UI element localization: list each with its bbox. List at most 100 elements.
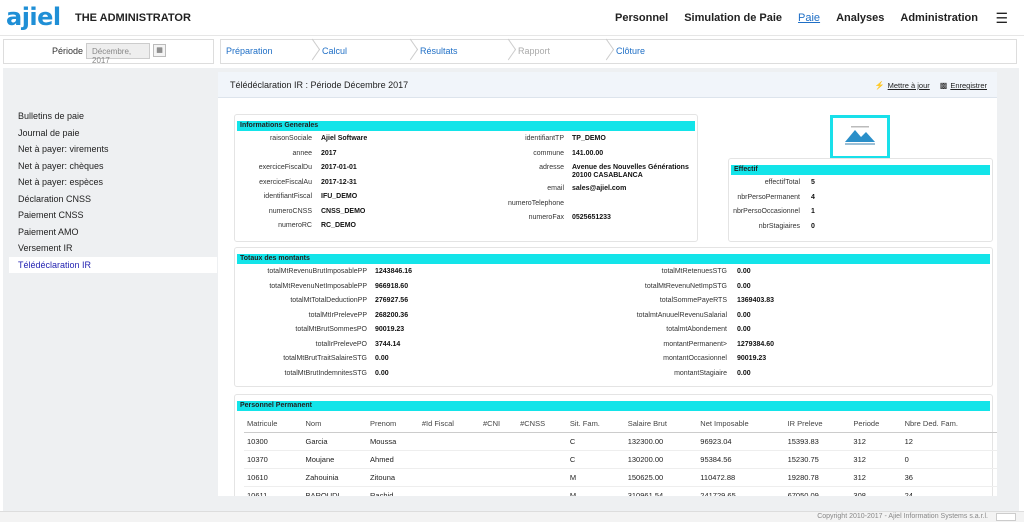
table-row[interactable]: 10300 Garcia Moussa C 132300.00 96923.04 15393… (244, 432, 997, 451)
content-header: Télédéclaration IR : Période Décembre 20… (218, 72, 997, 98)
field-label-nbrstagiaires: nbrStagiaires (758, 222, 800, 230)
sidebar-item-paiement-amo[interactable]: Paiement AMO (18, 226, 79, 237)
cell-prenom: Zitouna (367, 468, 419, 487)
field-value-commune: 141.00.00 (572, 149, 604, 157)
cell-sit-fam: M (566, 468, 625, 487)
field-value-nbrpersopermanent: 4 (811, 193, 815, 201)
sidebar-item-bulletins-de-paie[interactable]: Bulletins de paie (18, 111, 85, 121)
period-selector: Période Décembre, 2017 ▦ (3, 39, 214, 65)
workflow-steps: Préparation Calcul Résultats Rapport Clôture (220, 39, 1017, 64)
sidebar-item-journal-de-paie[interactable]: Journal de paie (18, 127, 80, 138)
column-header-periode: Periode (850, 413, 902, 433)
table-row[interactable]: 10611 BAROUDI Rachid M 310961.54 241729.65 670… (244, 486, 997, 496)
field-label-montantpermanent: montantPermanent> (663, 340, 727, 348)
field-label-totalmtretenuesstg: totalMtRetenuesSTG (661, 268, 727, 275)
save-link[interactable]: Enregistrer (950, 81, 987, 90)
cell-sit-fam: C (566, 432, 625, 451)
field-value-identifianttp: TP_DEMO (572, 135, 606, 142)
cell-net-imposable: 96923.04 (697, 432, 785, 451)
sidebar-item-versement-ir[interactable]: Versement IR (18, 243, 73, 253)
window-resize-handle[interactable] (996, 513, 1016, 521)
field-label-identifianttp: identifiantTP (525, 135, 564, 142)
save-action[interactable]: ▩ Enregistrer (940, 81, 987, 90)
period-label: Période (52, 46, 84, 56)
cell-matricule: 10611 (244, 486, 303, 496)
step-calcul[interactable]: Calcul (322, 46, 348, 56)
sidebar-item-net-a-payer-cheques[interactable]: Net à payer: chèques (18, 160, 104, 171)
field-label-totalmtrevenunetimpstg: totalMtRevenuNetImpSTG (644, 282, 727, 290)
cell-net-imposable: 95384.56 (697, 450, 785, 469)
column-header-prenom: Prenom (367, 413, 419, 433)
table-row[interactable]: 10370 Moujane Ahmed C 130200.00 95384.56 15230… (244, 450, 997, 469)
ajiel-logo[interactable]: ajiel (6, 3, 61, 31)
period-input[interactable]: Décembre, 2017 (86, 43, 150, 65)
hamburger-icon[interactable]: ☰ (995, 10, 1008, 26)
cell-nom: BAROUDI (302, 486, 368, 496)
sidebar-item-paiement-cnss[interactable]: Paiement CNSS (18, 210, 84, 220)
field-value-montantstagiaire: 0.00 (737, 369, 751, 377)
cell-id-fiscal (418, 450, 481, 469)
field-value-exercicefiscaldu: 2017-01-01 (321, 164, 357, 171)
field-value-totalmtirprelevepp: 268200.36 (375, 311, 409, 319)
calendar-icon[interactable]: ▦ (153, 44, 166, 57)
cell-periode: 312 (850, 450, 902, 469)
column-header-cnss: #CNSS (517, 413, 567, 433)
field-label-totalmtbrutindemnitesstg: totalMtBrutIndemnitesSTG (284, 369, 367, 377)
field-value-totalmtabondement: 0.00 (737, 326, 751, 333)
workforce-title: Effectif (731, 165, 990, 175)
step-cloture[interactable]: Clôture (616, 46, 646, 56)
permanent-staff-table: Matricule Nom Prenom #Id Fiscal #CNI #CNSS Sit… (244, 413, 997, 496)
step-preparation[interactable]: Préparation (226, 46, 273, 56)
content-actions: ⚡ Mettre à jour ▩ Enregistrer (875, 81, 987, 90)
cell-id-fiscal (418, 432, 481, 451)
cell-salaire-brut: 310961.54 (624, 486, 698, 496)
step-resultats[interactable]: Résultats (420, 46, 458, 56)
field-label-totalirprelevepo: totalIrPrelevePO (315, 340, 367, 348)
field-value-numerocnss: CNSS_DEMO (321, 207, 366, 215)
sidebar-item-teledeclaration-ir[interactable]: Télédéclaration IR (9, 256, 217, 273)
field-value-totalmtretenuesstg: 0.00 (737, 268, 751, 275)
nav-item-analyses[interactable]: Analyses (836, 12, 885, 24)
field-value-montantoccasionnel: 90019.23 (737, 355, 767, 362)
nav-item-administration[interactable]: Administration (900, 12, 978, 24)
mountain-logo-icon (841, 124, 879, 148)
footer: Copyright 2010-2017 - Ajiel Information … (0, 511, 1024, 522)
sidebar-item-net-a-payer-virements[interactable]: Net à payer: virements (18, 144, 109, 154)
cell-ir-preleve: 19280.78 (784, 468, 851, 487)
cell-nom: Zahouinia (302, 468, 368, 487)
field-label-totalmtanuuelrevenusalarial: totalmtAnuuelRevenuSalarial (636, 311, 727, 319)
column-header-nom: Nom (302, 413, 368, 433)
field-value-totalmtbrutindemnitesstg: 0.00 (375, 369, 389, 377)
cell-periode: 312 (850, 468, 902, 487)
cell-prenom: Rachid (367, 486, 419, 496)
field-label-email: email (547, 185, 564, 192)
update-link[interactable]: Mettre à jour (887, 81, 930, 90)
cell-sit-fam: M (566, 486, 625, 496)
field-label-numerorc: numeroRC (278, 222, 312, 229)
copyright: Copyright 2010-2017 - Ajiel Information … (817, 513, 988, 520)
field-value-email: sales@ajiel.com (572, 185, 627, 192)
sidebar-item-declaration-cnss[interactable]: Déclaration CNSS (18, 193, 92, 204)
field-label-raisonsociale: raisonSociale (269, 135, 312, 142)
sidebar-item-net-a-payer-especes[interactable]: Net à payer: espèces (18, 177, 104, 187)
field-label-totalmtbruttraitsalairestg: totalMtBrutTraitSalaireSTG (283, 355, 367, 362)
nav-item-paie[interactable]: Paie (798, 12, 821, 24)
field-value-nbrstagiaires: 0 (811, 222, 815, 230)
page-title: Télédéclaration IR : Période Décembre 20… (230, 80, 409, 90)
field-label-exercicefiscaldu: exerciceFiscalDu (258, 164, 312, 171)
field-label-identifiantfiscal: identifiantFiscal (263, 193, 312, 200)
nav-item-personnel[interactable]: Personnel (615, 12, 669, 24)
field-label-montantstagiaire: montantStagiaire (674, 369, 727, 377)
field-label-totalsommepayerts: totalSommePayeRTS (659, 297, 727, 304)
cell-id-fiscal (418, 468, 481, 487)
update-action[interactable]: ⚡ Mettre à jour (875, 81, 930, 90)
chevron-right-icon (404, 40, 418, 64)
table-row[interactable]: 10610 Zahouinia Zitouna M 150625.00 110472.88… (244, 468, 997, 487)
cell-ir-preleve: 15393.83 (784, 432, 851, 451)
table-header-row: Matricule Nom Prenom #Id Fiscal #CNI #CNSS Sit… (244, 413, 997, 433)
nav-item-simulation-de-paie[interactable]: Simulation de Paie (684, 12, 783, 24)
cell-cni (480, 450, 518, 469)
field-label-totalmtrevenubrutimposablepp: totalMtRevenuBrutImposablePP (267, 268, 367, 275)
cell-cni (480, 432, 518, 451)
